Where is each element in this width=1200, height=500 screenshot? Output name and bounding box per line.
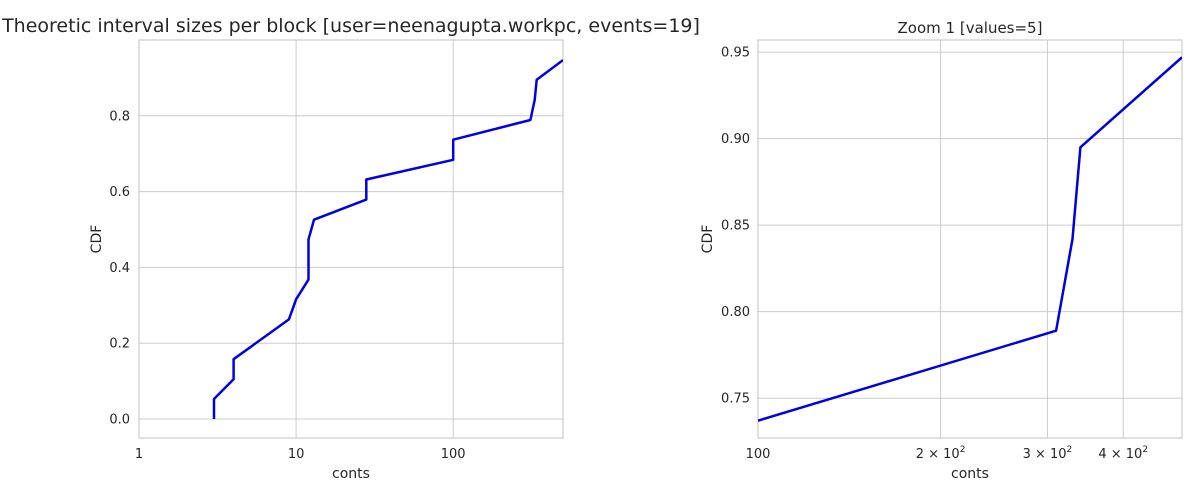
- y-tick-label: 0.2: [109, 337, 130, 352]
- y-axis-label: CDF: [700, 225, 716, 254]
- y-tick-label: 0.90: [721, 132, 750, 147]
- y-tick-label: 0.80: [721, 305, 750, 320]
- y-tick-label: 0.85: [721, 219, 750, 234]
- x-tick-label: 100: [746, 447, 771, 462]
- x-tick-label: 2 × 102: [916, 445, 966, 462]
- y-tick-label: 0.8: [109, 109, 130, 124]
- y-tick-label: 0.75: [721, 392, 750, 407]
- y-tick-label: 0.6: [109, 185, 130, 200]
- x-tick-label: 3 × 102: [1023, 445, 1073, 462]
- chart-title: Theoretic interval sizes per block [user…: [1, 15, 700, 37]
- x-axis-label: conts: [951, 466, 989, 482]
- chart-title: Zoom 1 [values=5]: [898, 19, 1043, 37]
- y-tick-label: 0.95: [721, 46, 750, 61]
- plot-frame: [138, 39, 564, 439]
- y-axis-label: CDF: [89, 225, 105, 254]
- x-axis-label: conts: [332, 466, 370, 482]
- x-tick-label: 100: [441, 447, 466, 462]
- y-tick-label: 0.0: [109, 413, 130, 428]
- x-tick-label: 1: [135, 447, 143, 462]
- y-tick-label: 0.4: [109, 261, 130, 276]
- x-tick-label: 4 × 102: [1098, 445, 1148, 462]
- chart-panel-1: 0.0 0.2 0.4 0.6 0.8 1 10 100 conts CDF Theoretic i…: [1, 15, 700, 482]
- cdf-series-line: [758, 56, 1182, 422]
- plot-frame: [757, 39, 1183, 439]
- x-tick-label: 10: [288, 447, 305, 462]
- cdf-series-line: [212, 59, 563, 419]
- chart-panel-2: 0.75 0.80 0.85 0.90 0.95 100 2 × 102 3 × 102 4 ×…: [700, 19, 1183, 482]
